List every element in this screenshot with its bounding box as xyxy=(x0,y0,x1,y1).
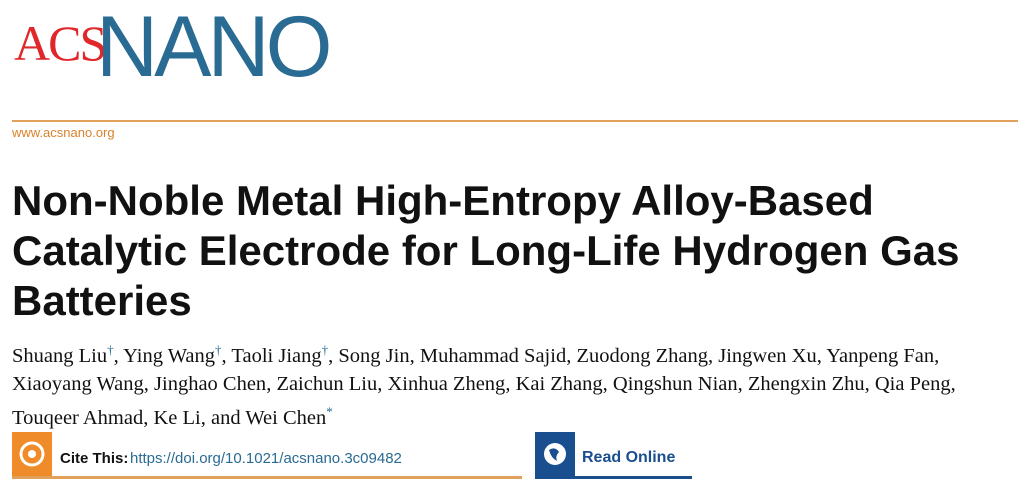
author-name: Yanpeng Fan xyxy=(826,344,935,367)
read-online-icon xyxy=(535,432,575,476)
author-name: Wei Chen xyxy=(245,406,327,429)
journal-url[interactable]: www.acsnano.org xyxy=(12,125,115,140)
author-name: Qia Peng xyxy=(874,372,951,395)
read-online-box[interactable]: Read Online xyxy=(535,432,692,479)
author-mark: * xyxy=(326,403,333,419)
author-name: Kai Zhang xyxy=(515,372,603,395)
author-name: Touqeer Ahmad xyxy=(12,406,144,429)
author-name: Zhengxin Zhu xyxy=(747,372,865,395)
author-name: Zuodong Zhang xyxy=(576,344,708,367)
doi-link[interactable]: https://doi.org/10.1021/acsnano.3c09482 xyxy=(130,450,402,467)
divider xyxy=(12,120,1018,122)
cite-icon xyxy=(12,432,52,476)
article-title: Non-Noble Metal High-Entropy Alloy-Based… xyxy=(12,177,960,324)
author-name: Muhammad Sajid xyxy=(419,344,567,367)
author-name: Zaichun Liu xyxy=(276,372,378,395)
author-name: Xiaoyang Wang xyxy=(12,372,144,395)
author-name: Ying Wang xyxy=(123,344,216,367)
author-name: Jinghao Chen xyxy=(154,372,267,395)
author-name: Ke Li xyxy=(153,406,201,429)
logo-acs: ACS xyxy=(14,15,107,71)
cite-icon-graphic xyxy=(19,441,45,467)
author-name: Qingshun Nian xyxy=(612,372,738,395)
journal-logo: ACS NANO xyxy=(14,0,354,95)
author-mark: † xyxy=(215,342,222,357)
author-name: Taoli Jiang xyxy=(231,344,322,367)
author-name: Shuang Liu xyxy=(12,344,108,367)
author-mark: † xyxy=(321,342,329,357)
author-conjunction: and xyxy=(210,406,241,429)
author-mark: † xyxy=(107,342,114,357)
cite-box: Cite This: https://doi.org/10.1021/acsna… xyxy=(12,432,522,479)
author-name: Song Jin xyxy=(338,344,410,367)
logo-nano: NANO xyxy=(96,0,332,95)
author-name: Jingwen Xu xyxy=(718,344,817,367)
author-list: Shuang Liu†, Ying Wang†, Taoli Jiang†, S… xyxy=(12,342,956,429)
read-online-label[interactable]: Read Online xyxy=(582,449,676,466)
globe-icon xyxy=(544,443,566,465)
cite-label: Cite This: xyxy=(60,450,129,467)
author-name: Xinhua Zheng xyxy=(387,372,506,395)
